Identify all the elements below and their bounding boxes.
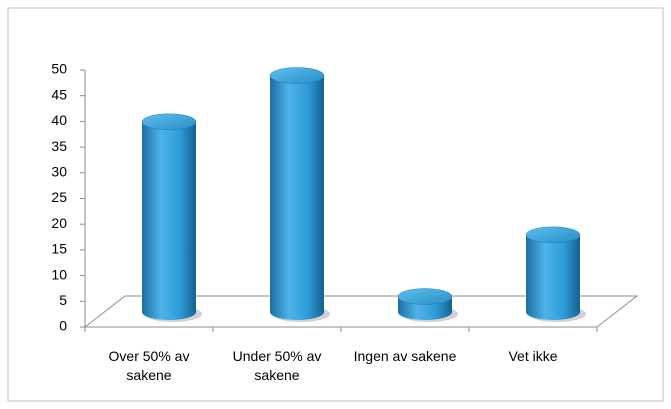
bar-cap xyxy=(141,113,197,131)
bar xyxy=(525,226,586,322)
y-tick-label: 45 xyxy=(51,86,67,102)
bar-body xyxy=(270,75,324,320)
bar-cap xyxy=(525,226,581,244)
chart-border xyxy=(7,7,664,402)
x-tick-label: Ingen av sakene xyxy=(353,348,457,364)
x-tick-label: Over 50% av sakene xyxy=(108,348,190,383)
y-tick-label: 20 xyxy=(51,215,67,231)
bar-body xyxy=(142,121,196,320)
y-tick-label: 50 xyxy=(51,61,67,77)
bar xyxy=(269,67,330,322)
y-tick-label: 30 xyxy=(51,164,67,180)
x-tick-label: Under 50% av sakene xyxy=(232,348,322,383)
bar xyxy=(141,113,202,322)
x-tick-label: Vet ikke xyxy=(508,348,558,364)
y-tick-label: 15 xyxy=(51,241,67,257)
y-tick-label: 40 xyxy=(51,112,67,128)
y-tick-label: 35 xyxy=(51,138,67,154)
bar-body xyxy=(526,234,580,320)
bar-cap xyxy=(397,288,453,305)
y-tick-label: 10 xyxy=(51,266,67,282)
y-tick-label: 5 xyxy=(59,292,67,308)
floor xyxy=(83,295,639,328)
y-tick-label: 0 xyxy=(59,318,67,334)
bar xyxy=(397,288,458,322)
y-tick-label: 25 xyxy=(51,189,67,205)
bar-cap xyxy=(269,67,325,84)
